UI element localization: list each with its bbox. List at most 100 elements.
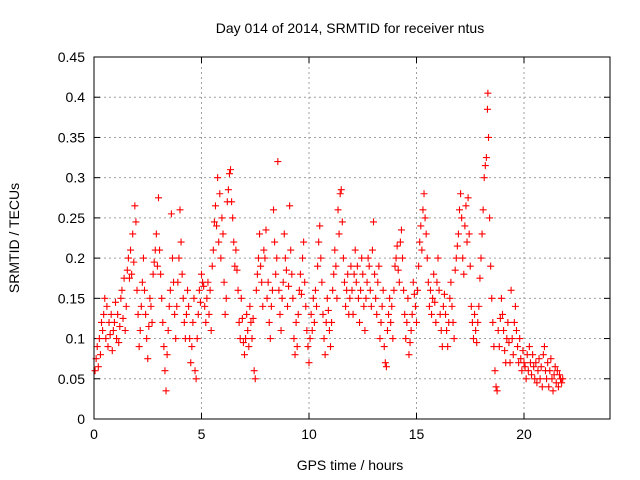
- data-point: [301, 278, 309, 286]
- data-point: [472, 327, 480, 335]
- data-point: [362, 294, 370, 302]
- data-point: [434, 254, 442, 262]
- data-point: [165, 302, 173, 310]
- x-tick-label: 0: [90, 426, 98, 442]
- data-point: [377, 318, 385, 326]
- data-point: [143, 335, 151, 343]
- data-point: [372, 294, 380, 302]
- data-point: [320, 335, 328, 343]
- data-point: [409, 278, 417, 286]
- data-point: [257, 262, 265, 270]
- data-point: [289, 294, 297, 302]
- data-point: [435, 286, 443, 294]
- data-point: [187, 359, 195, 367]
- data-point: [113, 335, 121, 343]
- data-point: [368, 246, 376, 254]
- data-point: [537, 363, 545, 371]
- data-point: [288, 270, 296, 278]
- data-point: [121, 327, 129, 335]
- data-point: [509, 351, 517, 359]
- data-point: [280, 230, 288, 238]
- data-point: [207, 327, 215, 335]
- data-point: [277, 327, 285, 335]
- data-point: [178, 270, 186, 278]
- data-point: [413, 318, 420, 326]
- y-tick-label: 0: [77, 411, 85, 427]
- x-tick-label: 10: [301, 426, 317, 442]
- data-point: [442, 310, 450, 318]
- data-point: [525, 343, 533, 351]
- data-point: [418, 246, 426, 254]
- data-point: [459, 254, 467, 262]
- data-point: [122, 302, 130, 310]
- data-point: [508, 335, 516, 343]
- data-point: [340, 278, 348, 286]
- data-point: [383, 327, 391, 335]
- data-point: [330, 270, 338, 278]
- data-point: [366, 286, 374, 294]
- data-point: [328, 318, 336, 326]
- data-point: [364, 254, 372, 262]
- data-point: [476, 274, 484, 282]
- data-point: [348, 286, 356, 294]
- data-point: [175, 254, 183, 262]
- data-point: [261, 254, 269, 262]
- data-point: [221, 310, 229, 318]
- data-point: [424, 278, 432, 286]
- data-point: [153, 262, 161, 270]
- data-point: [405, 351, 413, 359]
- data-point: [273, 254, 281, 262]
- data-point: [188, 343, 196, 351]
- data-point: [495, 343, 503, 351]
- data-point: [457, 190, 465, 198]
- data-point: [423, 254, 431, 262]
- data-point: [390, 286, 398, 294]
- data-point: [483, 105, 491, 113]
- data-point: [399, 254, 407, 262]
- data-point: [145, 322, 153, 330]
- data-point: [431, 298, 439, 306]
- data-point: [163, 351, 171, 359]
- data-point: [416, 238, 424, 246]
- data-point: [358, 254, 366, 262]
- data-point: [186, 335, 194, 343]
- data-point: [380, 343, 388, 351]
- y-axis-ticks: 0 0.05 0.1 0.15 0.2 0.25 0.3 0.35 0.4 0.45: [58, 49, 610, 427]
- y-tick-label: 0.4: [66, 89, 86, 105]
- data-point: [131, 202, 139, 210]
- data-point: [103, 302, 111, 310]
- data-point: [425, 302, 433, 310]
- data-point: [136, 327, 144, 335]
- data-point: [204, 278, 212, 286]
- data-point: [112, 298, 119, 306]
- data-point: [184, 286, 192, 294]
- data-point: [99, 327, 107, 335]
- data-point: [271, 238, 279, 246]
- data-point: [356, 318, 364, 326]
- data-point: [302, 302, 310, 310]
- data-point: [179, 294, 187, 302]
- data-point: [123, 266, 131, 274]
- data-point: [344, 270, 352, 278]
- data-point: [272, 270, 280, 278]
- data-point: [93, 343, 101, 351]
- data-point: [176, 206, 184, 214]
- data-point: [138, 278, 146, 286]
- data-point: [357, 286, 365, 294]
- data-point: [308, 327, 316, 335]
- y-tick-label: 0.35: [58, 129, 85, 145]
- data-point: [404, 294, 412, 302]
- data-point: [381, 359, 389, 367]
- data-point: [391, 262, 399, 270]
- data-point: [440, 290, 448, 298]
- data-point: [395, 278, 403, 286]
- data-point: [230, 238, 238, 246]
- data-point: [213, 222, 221, 230]
- data-point: [95, 335, 103, 343]
- data-point: [139, 254, 147, 262]
- data-point: [477, 254, 485, 262]
- data-point: [124, 254, 132, 262]
- data-point: [499, 310, 506, 318]
- data-point: [166, 286, 174, 294]
- data-point: [361, 327, 369, 335]
